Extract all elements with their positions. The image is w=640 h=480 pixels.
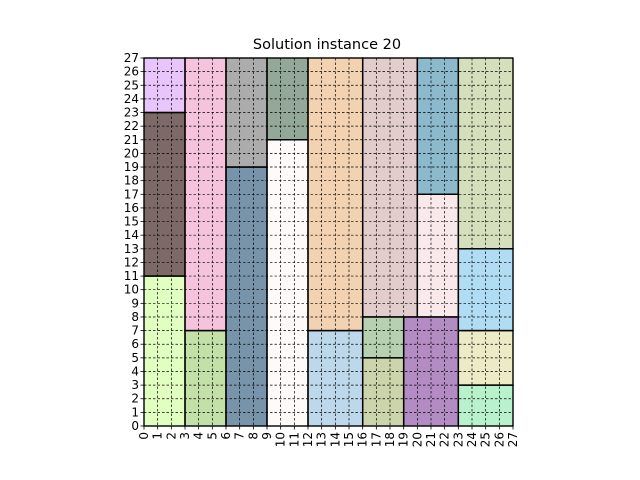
x-tick-label: 10 — [274, 432, 288, 447]
x-tick-label: 13 — [315, 432, 329, 447]
y-tick-label: 3 — [131, 378, 139, 392]
rect-13 — [362, 58, 418, 317]
y-tick-label: 16 — [124, 201, 139, 215]
y-tick-label: 6 — [131, 337, 139, 351]
rect-14 — [403, 316, 459, 426]
y-tick-label: 24 — [124, 92, 139, 106]
x-tick-label: 26 — [492, 432, 506, 447]
y-tick-label: 14 — [124, 228, 139, 242]
x-tick-label: 15 — [342, 432, 356, 447]
y-tick-label: 23 — [124, 106, 139, 120]
y-tick-label: 1 — [131, 405, 139, 419]
y-tick-label: 4 — [131, 364, 139, 378]
y-tick-label: 0 — [131, 419, 139, 433]
y-tick-label: 12 — [124, 255, 139, 269]
x-tick-label: 24 — [465, 432, 479, 447]
y-tick-label: 10 — [124, 283, 139, 297]
y-tick-label: 18 — [124, 174, 139, 188]
x-tick-label: 1 — [151, 432, 165, 440]
x-tick-label: 8 — [246, 432, 260, 440]
rect-5 — [226, 167, 267, 426]
x-tick-label: 5 — [205, 432, 219, 440]
chart-title: Solution instance 20 — [253, 37, 401, 53]
rect-6 — [226, 58, 267, 168]
x-axis: 0 1 2 3 4 5 6 7 8 9 10 11 12 13 14 15 16 17 18 19 20 21 22 23 24… — [137, 426, 520, 447]
rect-3 — [185, 330, 226, 426]
rect-8 — [267, 58, 308, 140]
y-tick-label: 5 — [131, 351, 139, 365]
y-tick-label: 25 — [124, 78, 139, 92]
y-tick-label: 9 — [131, 296, 139, 310]
x-tick-label: 19 — [397, 432, 411, 447]
x-tick-label: 2 — [164, 432, 178, 440]
rect-15 — [417, 194, 459, 317]
x-tick-label: 18 — [383, 432, 397, 447]
rect-0 — [144, 276, 185, 426]
y-tick-label: 17 — [124, 187, 139, 201]
x-tick-label: 7 — [233, 432, 247, 440]
y-tick-label: 21 — [124, 133, 139, 147]
rect-7 — [267, 139, 308, 426]
y-tick-label: 19 — [124, 160, 139, 174]
x-tick-label: 17 — [369, 432, 383, 447]
x-tick-label: 12 — [301, 432, 315, 447]
x-tick-label: 9 — [260, 432, 274, 440]
rect-11 — [362, 357, 404, 426]
x-tick-label: 22 — [438, 432, 452, 447]
y-tick-label: 13 — [124, 242, 139, 256]
y-tick-label: 8 — [131, 310, 139, 324]
x-tick-label: 16 — [356, 432, 370, 447]
rect-12 — [362, 316, 404, 358]
x-tick-label: 0 — [137, 432, 151, 440]
y-axis: 0123456789101112131415161718192021222324… — [124, 51, 144, 433]
x-tick-label: 6 — [219, 432, 233, 440]
x-tick-label: 11 — [287, 432, 301, 447]
y-tick-label: 27 — [124, 51, 139, 65]
x-tick-label: 21 — [424, 432, 438, 447]
plot-frame — [143, 57, 514, 427]
x-tick-label: 25 — [479, 432, 493, 447]
x-tick-label: 23 — [451, 432, 465, 447]
y-tick-label: 7 — [131, 324, 139, 338]
x-tick-label: 4 — [192, 432, 206, 440]
x-tick-label: 3 — [178, 432, 192, 440]
y-tick-label: 26 — [124, 65, 139, 79]
rect-outlines — [143, 57, 514, 427]
y-tick-label: 15 — [124, 215, 139, 229]
rect-18 — [458, 330, 513, 386]
x-tick-label: 27 — [506, 432, 520, 447]
rect-4 — [185, 58, 226, 331]
x-tick-label: 14 — [328, 432, 342, 447]
y-tick-label: 2 — [131, 392, 139, 406]
y-tick-label: 20 — [124, 146, 139, 160]
y-tick-label: 11 — [124, 269, 139, 283]
x-tick-label: 20 — [410, 432, 424, 447]
y-tick-label: 22 — [124, 119, 139, 133]
